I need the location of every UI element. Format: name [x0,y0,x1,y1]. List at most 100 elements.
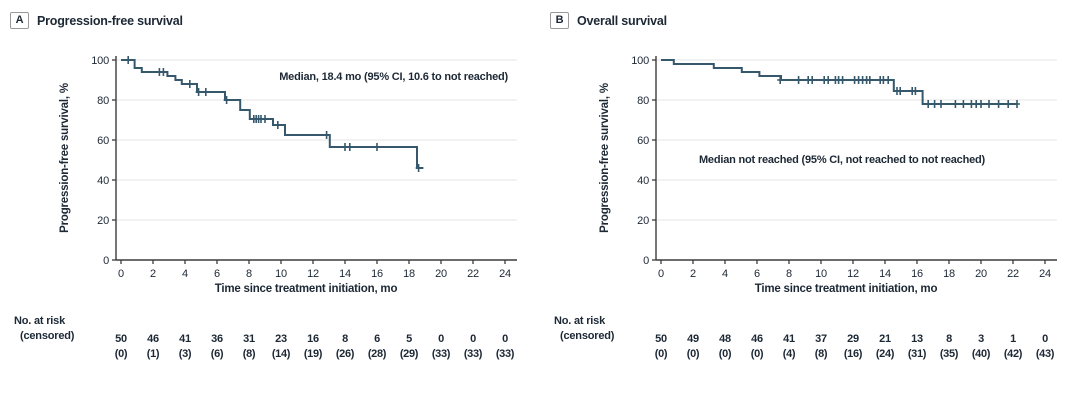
censor-tick [925,100,932,108]
x-tick-label: 6 [214,268,220,280]
at-risk-count: 0 [438,333,444,345]
at-risk-count: 50 [115,333,127,345]
censored-count: (35) [940,348,959,360]
at-risk-count: 21 [879,333,891,345]
censor-tick [777,76,784,84]
y-axis: 0 20 40 60 80 100 [631,55,657,267]
y-tick-label: 20 [97,215,109,227]
at-risk-count: 36 [211,333,223,345]
at-risk-count: 41 [179,333,191,345]
censored-count: (14) [272,348,291,360]
at-risk-count: 37 [815,333,827,345]
x-tick-label: 22 [467,268,479,280]
censor-tick [795,76,802,84]
y-tick-label: 60 [97,135,109,147]
x-tick-label: 8 [246,268,252,280]
censored-count: (28) [368,348,387,360]
censor-tick [195,88,202,96]
at-risk-count: 0 [1042,333,1048,345]
panel-b-title: Overall survival [577,13,667,28]
panel-a-x-axis-label: Time since treatment initiation, mo [214,283,398,295]
censored-count: (26) [336,348,355,360]
censored-count: (0) [687,348,700,360]
censor-tick [986,100,992,108]
x-tick-label: 18 [403,268,415,280]
censor-tick [374,143,380,151]
x-tick-label: 14 [879,268,891,280]
x-tick-label: 24 [1039,268,1051,280]
censored-count: (40) [972,348,991,360]
y-tick-label: 100 [631,55,649,67]
censor-tick [952,100,959,108]
censor-tick [202,88,209,96]
y-tick-label: 40 [637,175,649,187]
y-tick-label: 0 [103,255,109,267]
censor-tick [1005,100,1012,108]
censor-marks [777,76,1020,108]
y-tick-label: 100 [91,55,109,67]
panel-b-letter-badge: B [550,12,569,29]
panel-overall-survival: B Overall survival Progression-free surv… [540,0,1080,400]
censor-tick [938,100,944,108]
x-tick-label: 20 [975,268,987,280]
panel-a-title: Progression-free survival [37,13,183,28]
censor-tick [866,76,873,84]
panel-a-letter-badge: A [10,12,29,29]
at-risk-count: 1 [1010,333,1016,345]
censored-count: (0) [115,348,128,360]
survival-curve [121,59,424,169]
censored-count: (0) [751,348,764,360]
panel-a-median-annotation: Median, 18.4 mo (95% CI, 10.6 to not rea… [279,71,508,83]
censor-tick [897,87,904,95]
x-tick-label: 8 [786,268,792,280]
censor-tick [223,96,230,104]
censored-count: (6) [211,348,224,360]
x-tick-label: 0 [118,268,124,280]
censor-tick [415,164,422,172]
censored-count: (19) [304,348,323,360]
censored-count: (29) [400,348,419,360]
censored-count: (8) [815,348,828,360]
censored-count: (0) [655,348,668,360]
at-risk-count: 6 [374,333,380,345]
censored-count: (43) [1036,348,1055,360]
x-tick-label: 16 [911,268,923,280]
y-tick-label: 80 [637,95,649,107]
censor-tick [839,76,846,84]
x-tick-label: 2 [690,268,696,280]
x-tick-label: 10 [815,268,827,280]
x-tick-label: 14 [339,268,351,280]
censor-tick [262,115,268,123]
x-tick-label: 12 [307,268,319,280]
at-risk-count: 16 [307,333,319,345]
at-risk-count: 48 [719,333,731,345]
censor-tick [978,100,984,108]
censored-count: (33) [432,348,451,360]
panel-progression-free-survival: A Progression-free survival Progression-… [10,12,517,360]
at-risk-count: 50 [655,333,667,345]
censor-tick [809,76,816,84]
censor-tick [125,56,132,64]
censored-count: (0) [719,348,732,360]
censored-count: (42) [1004,348,1023,360]
censor-marks [125,56,422,172]
panel-a-no-at-risk-label: No. at risk [14,315,65,327]
x-axis: 0 2 4 6 8 10 12 14 16 18 20 22 24 [116,259,517,280]
censor-tick [912,87,919,95]
censor-tick [931,100,938,108]
at-risk-count: 41 [783,333,795,345]
at-risk-count: 31 [243,333,255,345]
censored-count: (33) [464,348,483,360]
y-tick-label: 40 [97,175,109,187]
y-tick-label: 80 [97,95,109,107]
censor-tick [1014,100,1020,108]
x-tick-label: 4 [182,268,188,280]
panel-b-no-at-risk-label: No. at risk [554,315,605,327]
panel-b-censored-label: (censored) [560,330,615,342]
at-risk-count: 0 [502,333,508,345]
panel-a-header: A Progression-free survival [10,12,183,29]
y-tick-label: 60 [637,135,649,147]
